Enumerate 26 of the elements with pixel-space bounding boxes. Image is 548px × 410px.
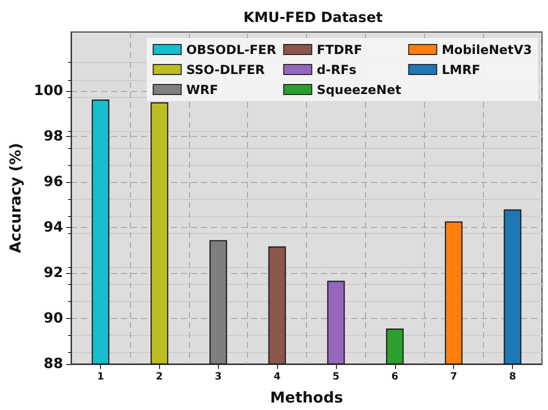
x-axis-title: Methods xyxy=(270,388,344,406)
legend-label: SSO-DLFER xyxy=(186,62,266,77)
x-tick-label: 4 xyxy=(274,372,281,382)
x-tick-label: 7 xyxy=(450,372,458,382)
legend-label: MobileNetV3 xyxy=(442,42,532,57)
y-tick-label: 94 xyxy=(44,220,64,236)
x-tick-label: 1 xyxy=(97,372,104,382)
y-tick-label: 98 xyxy=(44,128,64,145)
y-axis-title: Accuracy (%) xyxy=(6,142,24,254)
legend-label: OBSODL-FER xyxy=(186,42,277,57)
y-tick-label: 96 xyxy=(44,174,64,190)
x-tick-label: 8 xyxy=(509,372,516,382)
x-tick-label: 6 xyxy=(391,372,398,382)
y-tick-label: 100 xyxy=(34,83,64,100)
legend-label: d-RFs xyxy=(316,62,356,77)
legend-label: WRF xyxy=(186,82,218,97)
x-tick-label: 5 xyxy=(332,372,340,382)
x-tick-label: 3 xyxy=(214,372,222,382)
legend-label: FTDRF xyxy=(316,42,362,57)
x-tick-label: 2 xyxy=(156,372,163,382)
legend-label: SqueezeNet xyxy=(316,82,402,97)
chart-title: KMU-FED Dataset xyxy=(243,10,383,26)
y-tick-label: 88 xyxy=(44,356,64,372)
y-tick-label: 90 xyxy=(44,310,64,327)
y-tick-label: 92 xyxy=(44,265,64,282)
legend-label: LMRF xyxy=(442,62,480,77)
